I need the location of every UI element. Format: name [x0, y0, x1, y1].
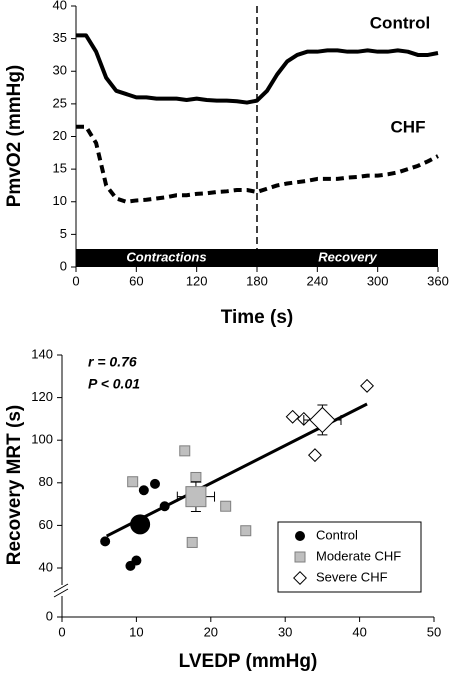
point: [127, 476, 139, 488]
legend-label: Control: [316, 527, 358, 542]
y-axis-title: PmvO2 (mmHg): [4, 65, 25, 208]
series-line: [76, 33, 439, 105]
x-tick-label: 10: [129, 624, 143, 639]
point: [150, 478, 160, 489]
x-tick-label: 60: [129, 273, 143, 288]
x-tick-label: 300: [367, 273, 389, 288]
annotation: r = 0.76: [88, 354, 137, 370]
point: [308, 448, 322, 463]
x-tick-label: 30: [278, 624, 292, 639]
y-tick-label: 0: [60, 258, 67, 273]
mean-point: [185, 486, 207, 508]
mean-point: [309, 406, 336, 434]
y-tick-label: 40: [53, 0, 67, 12]
y-tick-label: 60: [39, 517, 53, 532]
x-tick-label: 40: [352, 624, 366, 639]
legend-label: Moderate CHF: [316, 548, 401, 563]
y-tick-label: 15: [53, 161, 67, 176]
y-tick-label: 35: [53, 30, 67, 45]
point: [190, 471, 202, 483]
x-tick-label: 50: [427, 624, 441, 639]
x-tick-label: 240: [306, 273, 328, 288]
point: [360, 378, 374, 393]
point: [100, 536, 111, 547]
point: [179, 445, 191, 457]
y-tick-label: 20: [53, 128, 67, 143]
point: [240, 525, 252, 537]
y-axis-title: Recovery MRT (s): [4, 405, 25, 566]
series-line: [76, 124, 439, 204]
point: [138, 485, 149, 496]
phase-label: Contractions: [126, 249, 206, 264]
legend-marker: [293, 571, 307, 585]
y-tick-label: 25: [53, 95, 67, 110]
y-tick-label: 80: [39, 474, 53, 489]
point: [285, 409, 300, 424]
legend-marker: [294, 551, 306, 563]
x-axis-title: LVEDP (mmHg): [179, 651, 318, 672]
y-tick-label: 140: [31, 346, 53, 361]
y-tick-label: 100: [31, 432, 53, 447]
y-tick-label: 0: [46, 608, 53, 623]
y-tick-label: 5: [60, 226, 67, 241]
phase-bar: [257, 249, 438, 267]
mean-point: [130, 514, 151, 535]
point: [220, 500, 232, 512]
y-tick-label: 40: [39, 559, 53, 574]
series-label: Control: [370, 13, 430, 32]
y-tick-label: 30: [53, 63, 67, 78]
annotation: P < 0.01: [88, 376, 140, 392]
point: [131, 555, 142, 566]
x-tick-label: 0: [58, 624, 65, 639]
phase-bar: [76, 249, 257, 267]
axis-break: [53, 583, 69, 593]
point: [159, 501, 170, 512]
series-label: CHF: [391, 117, 426, 136]
point: [186, 536, 198, 548]
x-tick-label: 20: [204, 624, 218, 639]
phase-label: Recovery: [318, 249, 377, 264]
legend-marker: [295, 531, 305, 541]
y-tick-label: 10: [53, 193, 67, 208]
x-tick-label: 120: [186, 273, 208, 288]
x-tick-label: 180: [246, 273, 268, 288]
legend-label: Severe CHF: [316, 569, 388, 584]
y-tick-label: 120: [31, 389, 53, 404]
x-tick-label: 0: [72, 273, 79, 288]
x-tick-label: 360: [427, 273, 449, 288]
x-axis-title: Time (s): [221, 307, 294, 328]
axis-break: [53, 588, 69, 598]
